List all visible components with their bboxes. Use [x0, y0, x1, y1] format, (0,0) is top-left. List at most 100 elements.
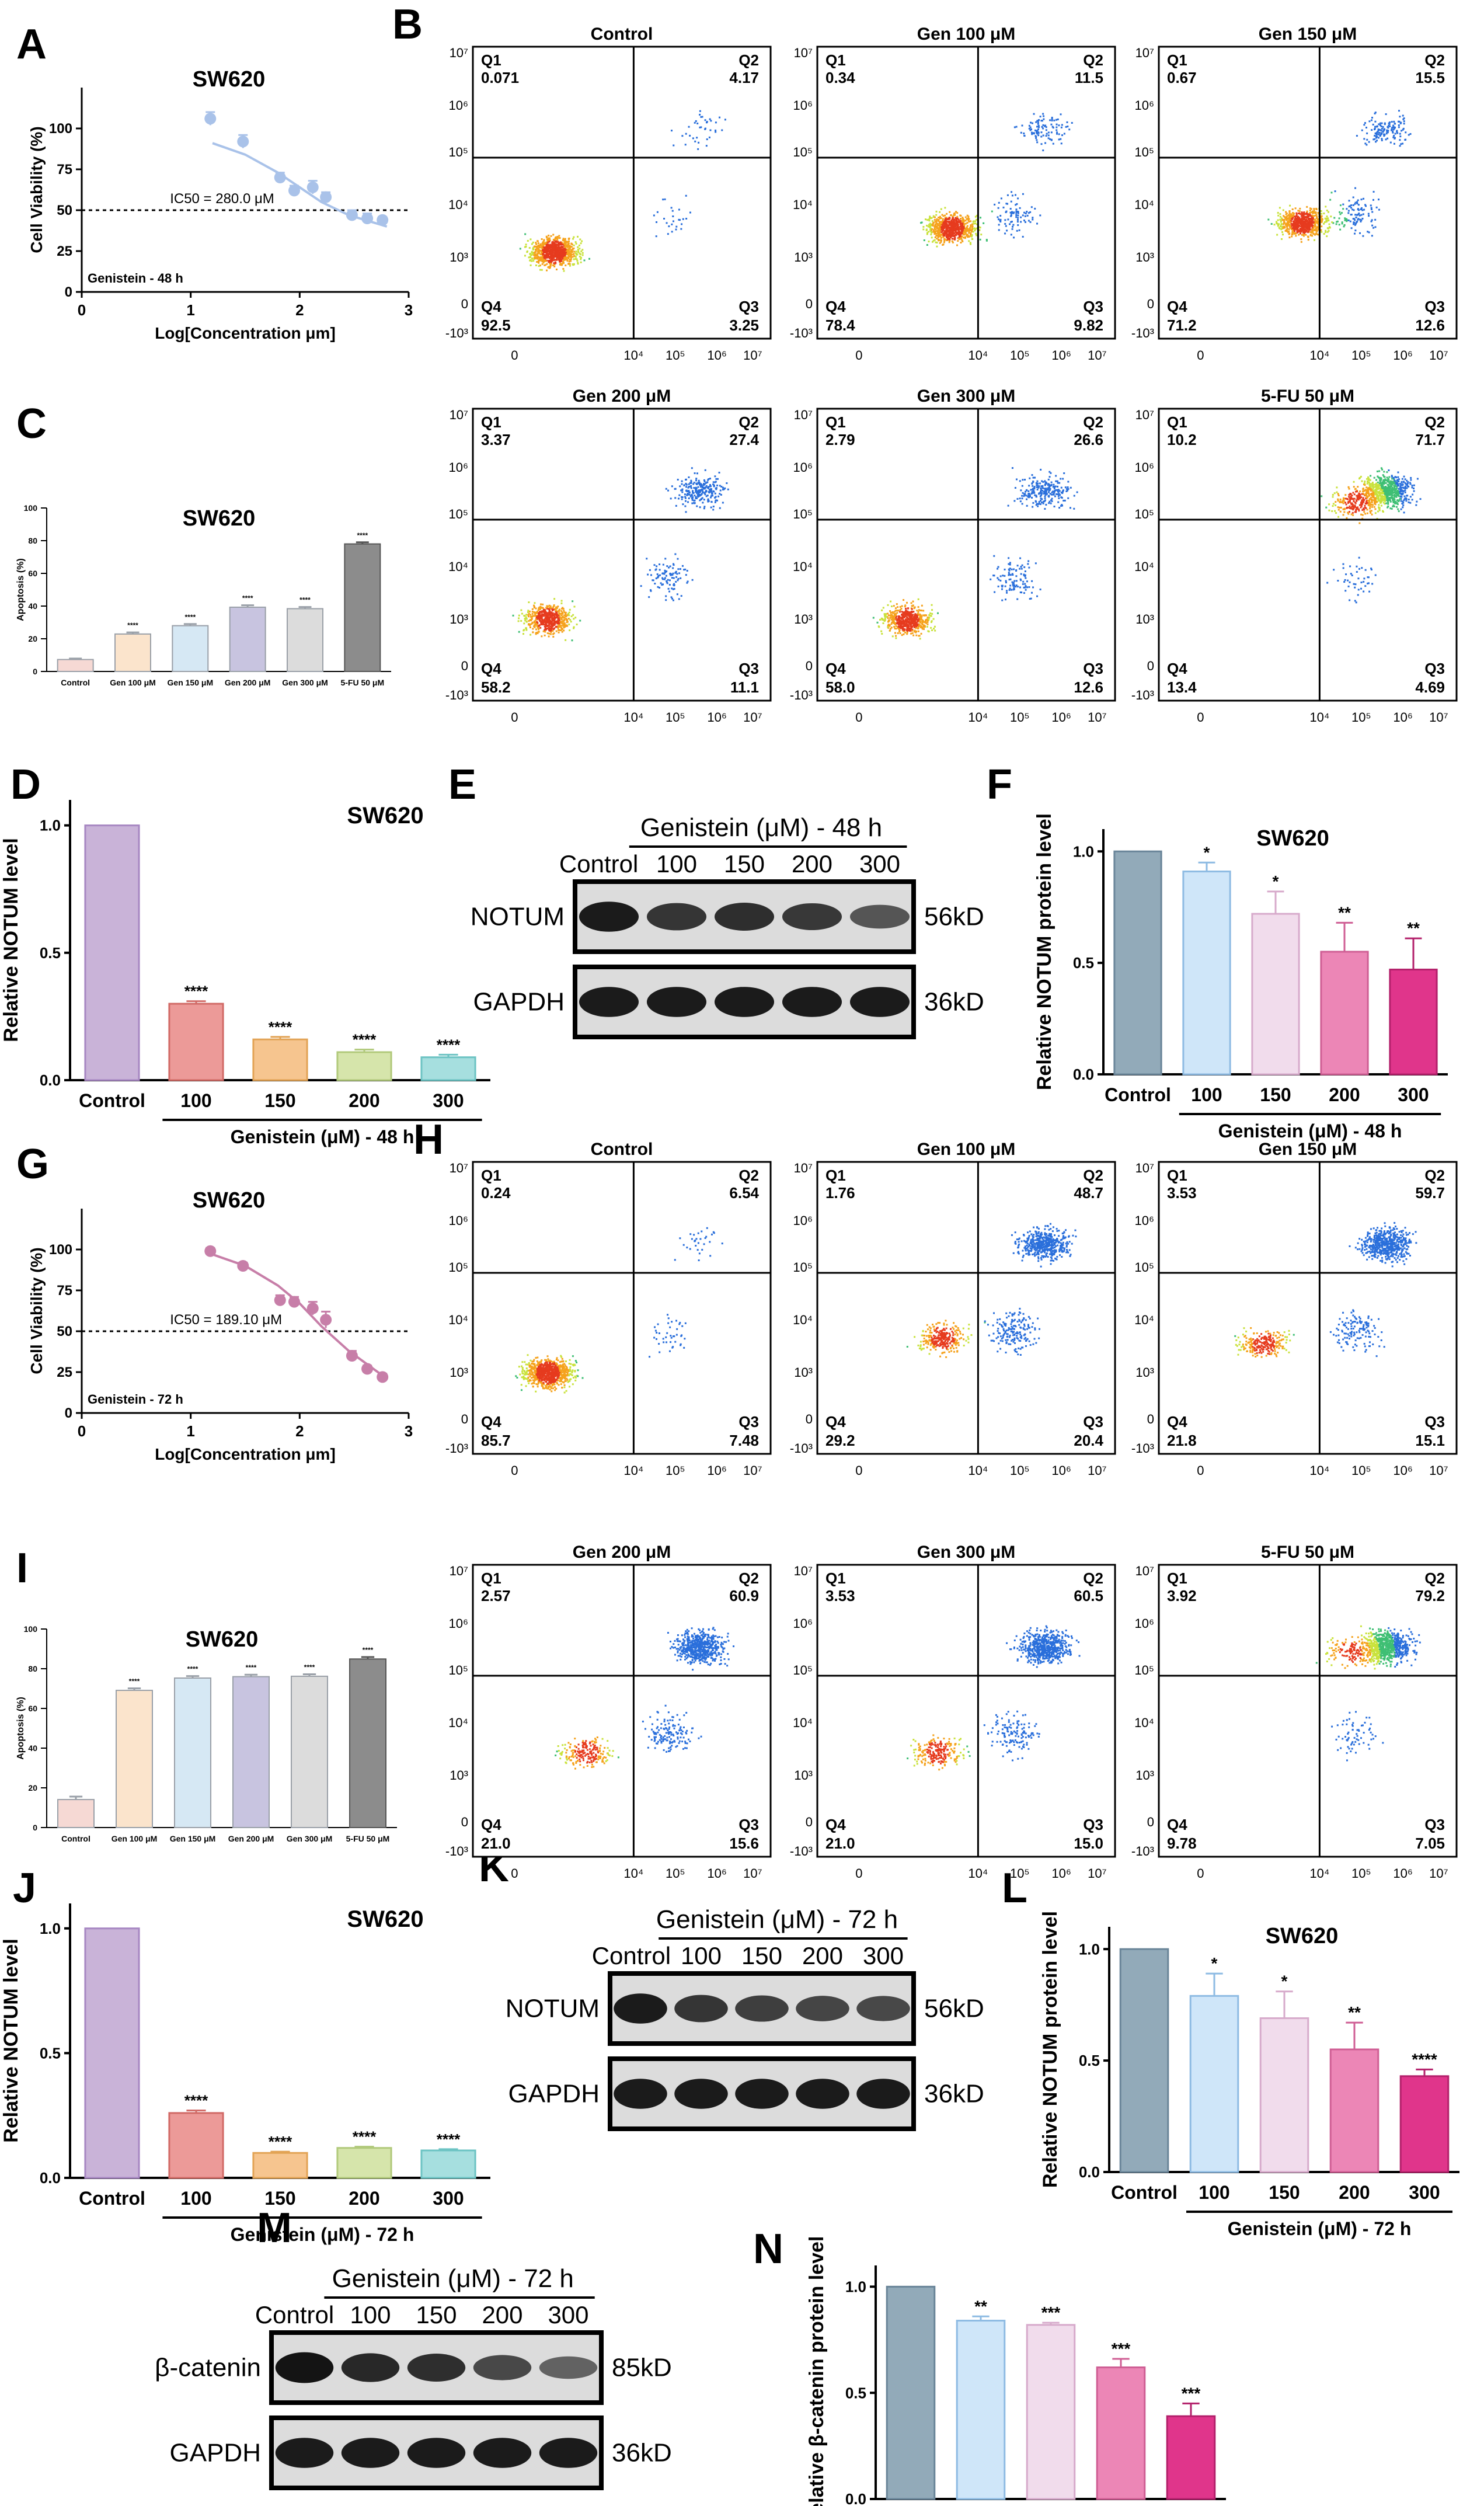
panel-letter-B: B [392, 1, 423, 48]
cell-dot [943, 1328, 945, 1330]
cell-dot [1019, 1312, 1022, 1314]
cell-dot [1310, 220, 1312, 222]
chart-title: SW620 [1256, 826, 1329, 851]
cell-dot [531, 1371, 533, 1373]
cell-dot [1049, 1249, 1051, 1251]
cell-dot [1026, 214, 1029, 217]
cell-dot [1008, 1336, 1011, 1338]
category-label: Gen 300 μM [287, 1834, 333, 1843]
cell-dot [962, 222, 964, 224]
cell-dot [1278, 223, 1280, 225]
cell-dot [531, 252, 533, 254]
cell-dot [974, 215, 977, 218]
cell-dot [1298, 224, 1301, 227]
cell-dot [1381, 139, 1383, 141]
cell-dot [1300, 215, 1302, 217]
cell-dot [1391, 121, 1393, 123]
cell-dot [999, 214, 1002, 217]
cell-dot [573, 236, 575, 238]
cell-dot [1288, 225, 1291, 227]
cell-dot [1039, 1238, 1041, 1240]
group-label: Genistein (μM) - 72 h [1228, 2218, 1412, 2239]
cell-dot [928, 1353, 931, 1355]
y-tick-label: 10⁵ [793, 1260, 813, 1275]
cell-dot [545, 1376, 548, 1378]
cell-dot [1352, 218, 1354, 220]
cell-dot [1063, 1250, 1065, 1252]
cell-dot [670, 1336, 673, 1339]
cell-dot [1026, 1242, 1029, 1245]
y-tick-label: 10⁶ [448, 1213, 468, 1228]
cell-dot [701, 116, 703, 118]
cell-dot [573, 255, 576, 257]
cell-dot [944, 220, 946, 222]
cell-dot [1034, 135, 1037, 137]
cell-dot [957, 1329, 959, 1331]
cell-dot [552, 246, 554, 249]
cell-dot [954, 1338, 956, 1340]
cell-dot [555, 243, 557, 245]
cell-dot [967, 1338, 970, 1340]
cell-dot [555, 253, 558, 256]
cell-dot [693, 1234, 695, 1236]
cell-dot [546, 1387, 548, 1390]
bar [1329, 2048, 1380, 2173]
cell-dot [1051, 1242, 1053, 1245]
cell-dot [1396, 132, 1399, 134]
cell-dot [1070, 1254, 1072, 1256]
cell-dot [1286, 222, 1288, 224]
cell-dot [1327, 227, 1329, 229]
cell-dot [1342, 203, 1344, 206]
cell-dot [980, 217, 982, 219]
cell-dot [1055, 126, 1058, 128]
cell-dot [1350, 207, 1352, 209]
cell-dot [940, 237, 942, 239]
cell-dot [1346, 220, 1348, 222]
cell-dot [1286, 227, 1288, 229]
cell-dot [933, 239, 936, 241]
cell-dot [937, 1322, 939, 1324]
cell-dot [1066, 1241, 1068, 1243]
cell-dot [1298, 218, 1301, 220]
y-axis-label: Apoptosis (%) [16, 1697, 26, 1760]
cell-dot [1019, 1307, 1021, 1310]
cell-dot [953, 1342, 955, 1345]
cell-dot [936, 235, 938, 237]
y-tick-label: 1.0 [1073, 843, 1094, 860]
cell-dot [1357, 199, 1359, 201]
panel-letter-E: E [448, 761, 476, 808]
cell-dot [1376, 140, 1378, 142]
cell-dot [1042, 1256, 1044, 1258]
y-tick-label: 10³ [450, 1365, 468, 1380]
cell-dot [659, 1351, 661, 1353]
cell-dot [541, 263, 544, 265]
cell-dot [1038, 1237, 1040, 1240]
cell-dot [956, 217, 959, 219]
cell-dot [565, 256, 567, 258]
category-label: 100 [180, 1090, 211, 1111]
x-tick-label: 10⁶ [707, 1463, 727, 1478]
cell-dot [1036, 120, 1039, 122]
cell-dot [1374, 120, 1377, 123]
cell-dot [539, 249, 542, 252]
cell-dot [552, 1383, 555, 1385]
cell-dot [1048, 1244, 1050, 1247]
cell-dot [952, 1345, 954, 1348]
cell-dot [1305, 215, 1307, 218]
cell-dot [682, 1244, 685, 1246]
significance-label: **** [304, 1663, 315, 1672]
cell-dot [539, 246, 541, 249]
cell-dot [569, 253, 571, 256]
category-label: Gen 100 μM [110, 678, 156, 687]
cell-dot [1379, 122, 1381, 124]
cell-dot [1290, 220, 1293, 222]
cell-dot [942, 215, 945, 217]
cell-dot [557, 1359, 559, 1362]
cell-dot [1360, 219, 1363, 221]
cell-dot [1010, 221, 1012, 223]
q4-value: 85.7 [481, 1432, 511, 1449]
cell-dot [1005, 1329, 1008, 1332]
flow-plot-title: Gen 100 μM [917, 25, 1015, 44]
cell-dot [1033, 1248, 1036, 1251]
cell-dot [930, 1342, 932, 1345]
